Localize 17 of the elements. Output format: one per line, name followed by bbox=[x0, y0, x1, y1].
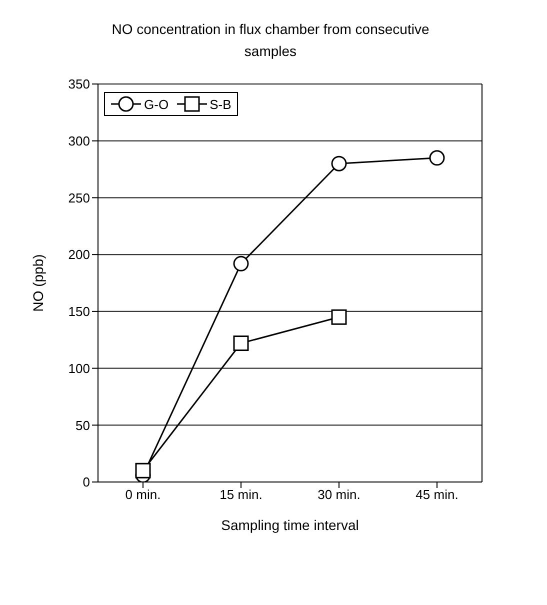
y-tick-label: 50 bbox=[76, 418, 90, 433]
x-tick-label: 30 min. bbox=[318, 487, 360, 502]
y-tick-label: 250 bbox=[68, 190, 90, 206]
y-tick-label: 350 bbox=[68, 76, 90, 92]
y-tick-label: 0 bbox=[82, 474, 90, 490]
y-axis-title: NO (ppb) bbox=[30, 254, 46, 312]
x-tick-label: 0 min. bbox=[125, 487, 161, 502]
y-tick-label: 100 bbox=[68, 360, 90, 376]
y-tick-label: 300 bbox=[68, 133, 90, 148]
y-tick-label: 200 bbox=[68, 247, 90, 262]
x-tick-label: 15 min. bbox=[220, 487, 262, 502]
legend-label: S-B bbox=[210, 96, 232, 112]
x-axis-title: Sampling time interval bbox=[221, 517, 359, 533]
chart-title: NO concentration in flux chamber from consecutive samples bbox=[110, 20, 430, 61]
x-tick-label: 45 min. bbox=[416, 487, 458, 502]
legend-label: G-O bbox=[144, 96, 169, 112]
y-tick-label: 150 bbox=[68, 304, 90, 320]
